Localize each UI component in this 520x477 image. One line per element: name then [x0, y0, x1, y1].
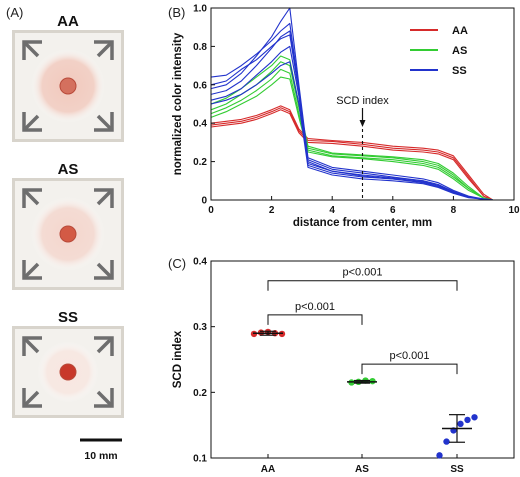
y-axis-title-c: SCD index [172, 330, 184, 388]
corner-arrow [96, 188, 114, 206]
p-value-label: p<0.001 [389, 350, 429, 362]
panel-b-label: (B) [168, 5, 185, 20]
x-tick-label: 6 [390, 205, 396, 216]
series-line-aa-2 [210, 105, 494, 201]
p-value-label: p<0.001 [295, 301, 335, 313]
y-tick-label: 1.0 [193, 4, 207, 15]
scale-bar-label: 10 mm [84, 450, 117, 462]
p-value-label: p<0.001 [342, 267, 382, 279]
intensity-line-chart: 0 2 4 6 8 10 0 0.2 0.4 0.6 0.8 1.0 distance from cen… [172, 4, 520, 230]
series-line-ss-11 [210, 61, 493, 201]
series-line-ss-7 [210, 7, 493, 201]
photo-label-as: AS [58, 161, 79, 178]
photo-label-aa: AA [57, 13, 79, 30]
corner-arrow [22, 262, 40, 280]
y-tick-label: 0.2 [193, 157, 207, 168]
stain-spot-as [59, 225, 77, 243]
significance-bracket [361, 363, 458, 375]
series-line-as-6 [210, 55, 493, 201]
y-tick-label: 0.2 [193, 388, 207, 399]
legend-label-ss: SS [452, 65, 467, 77]
legend-label-as: AS [452, 45, 467, 57]
y-axis-title-b: normalized color intensity [172, 32, 184, 175]
y-tick-label: 0.3 [193, 322, 207, 333]
corner-arrow [96, 114, 114, 132]
corner-arrow [96, 390, 114, 408]
corner-arrow [22, 336, 40, 354]
x-category-label-as: AS [355, 464, 369, 475]
significance-bracket [267, 314, 363, 325]
series-line-aa-1 [210, 109, 494, 201]
corner-arrow [22, 114, 40, 132]
series-line-ss-12 [210, 34, 493, 201]
x-tick-label: 8 [451, 205, 457, 216]
plot-frame-b [210, 7, 515, 201]
y-tick-label: 0.4 [193, 257, 207, 268]
corner-arrow [96, 262, 114, 280]
data-point-ss [471, 414, 478, 421]
corner-arrow [96, 336, 114, 354]
annotation-arrowhead [359, 120, 366, 127]
legend-label-aa: AA [452, 25, 468, 37]
series-line-aa-0 [210, 107, 494, 201]
scd-index-dot-plot: 0.1 0.2 0.3 0.4 AA AS SS SCD index p<0.001 p<0.00… [172, 257, 515, 475]
data-point-ss [457, 420, 464, 428]
stain-spot-ss [59, 363, 77, 381]
significance-bracket [267, 280, 458, 291]
y-tick-label: 0.8 [193, 42, 207, 53]
annotation-scd-index: SCD index [336, 95, 389, 107]
x-tick-label: 4 [329, 205, 335, 216]
y-tick-label: 0 [201, 196, 207, 207]
series-line-as-4 [210, 76, 493, 201]
x-category-label-ss: SS [450, 464, 464, 475]
corner-arrow [96, 40, 114, 58]
panel-a-label: (A) [6, 5, 23, 20]
x-tick-label: 0 [208, 205, 214, 216]
y-tick-label: 0.6 [193, 80, 207, 91]
photo-column: AA AS SS [12, 13, 124, 418]
data-point-ss [436, 452, 443, 459]
series-line-as-3 [210, 68, 493, 201]
y-tick-label: 0.4 [193, 119, 207, 130]
y-tick-label: 0.1 [193, 454, 207, 465]
corner-arrow [22, 390, 40, 408]
series-line-as-5 [210, 61, 493, 201]
series-line-ss-9 [210, 30, 493, 201]
x-tick-label: 2 [269, 205, 275, 216]
x-category-label-aa: AA [261, 464, 275, 475]
corner-arrow [22, 188, 40, 206]
corner-arrow [22, 40, 40, 58]
x-axis-title-b: distance from center, mm [293, 217, 432, 229]
stain-spot-aa [59, 77, 77, 95]
data-point-ss [464, 416, 471, 424]
panel-c-label: (C) [168, 256, 186, 271]
x-tick-label: 10 [508, 205, 520, 216]
photo-label-ss: SS [58, 309, 78, 326]
data-point-ss [443, 438, 450, 445]
